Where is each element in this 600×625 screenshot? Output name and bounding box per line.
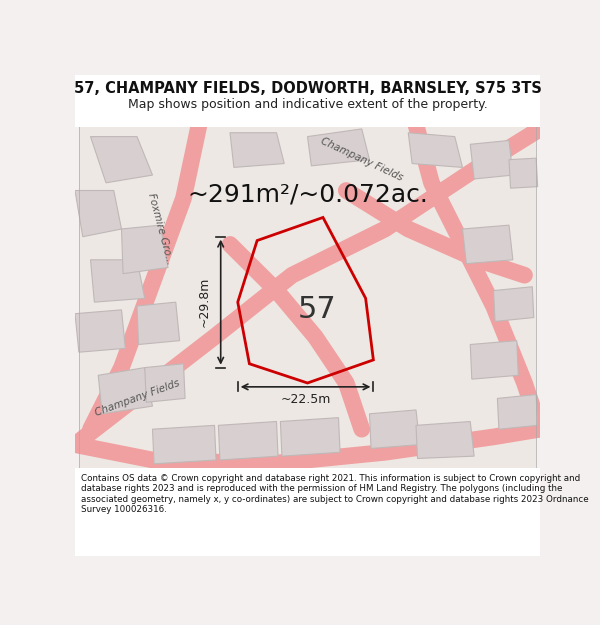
- Text: Foxmire Gro...: Foxmire Gro...: [146, 192, 175, 266]
- Bar: [79, 125, 536, 468]
- Bar: [75, 72, 540, 127]
- Text: 57: 57: [298, 295, 337, 324]
- Polygon shape: [497, 394, 538, 429]
- Polygon shape: [75, 191, 121, 237]
- Polygon shape: [91, 260, 145, 302]
- Polygon shape: [463, 225, 513, 264]
- Text: Map shows position and indicative extent of the property.: Map shows position and indicative extent…: [128, 98, 487, 111]
- Polygon shape: [230, 132, 284, 168]
- Polygon shape: [75, 310, 125, 352]
- Polygon shape: [470, 341, 518, 379]
- Polygon shape: [470, 141, 513, 179]
- Text: Champany Fields: Champany Fields: [319, 136, 404, 183]
- Polygon shape: [280, 418, 340, 456]
- Polygon shape: [121, 225, 168, 274]
- Polygon shape: [408, 132, 463, 168]
- Polygon shape: [145, 364, 185, 403]
- Polygon shape: [98, 368, 152, 414]
- Text: ~291m²/~0.072ac.: ~291m²/~0.072ac.: [187, 182, 428, 206]
- Text: 57, CHAMPANY FIELDS, DODWORTH, BARNSLEY, S75 3TS: 57, CHAMPANY FIELDS, DODWORTH, BARNSLEY,…: [74, 81, 541, 96]
- Text: ~29.8m: ~29.8m: [197, 277, 210, 328]
- Text: Champany Fields: Champany Fields: [93, 378, 181, 418]
- Polygon shape: [509, 158, 538, 188]
- Text: ~22.5m: ~22.5m: [280, 392, 331, 406]
- Polygon shape: [152, 426, 216, 464]
- Polygon shape: [91, 137, 152, 182]
- Text: Contains OS data © Crown copyright and database right 2021. This information is : Contains OS data © Crown copyright and d…: [81, 474, 589, 514]
- Polygon shape: [416, 421, 474, 459]
- Polygon shape: [137, 302, 179, 344]
- Polygon shape: [370, 410, 420, 449]
- Bar: [79, 125, 536, 468]
- Polygon shape: [493, 287, 534, 321]
- Polygon shape: [308, 129, 370, 166]
- Bar: [75, 468, 540, 556]
- Polygon shape: [218, 421, 278, 460]
